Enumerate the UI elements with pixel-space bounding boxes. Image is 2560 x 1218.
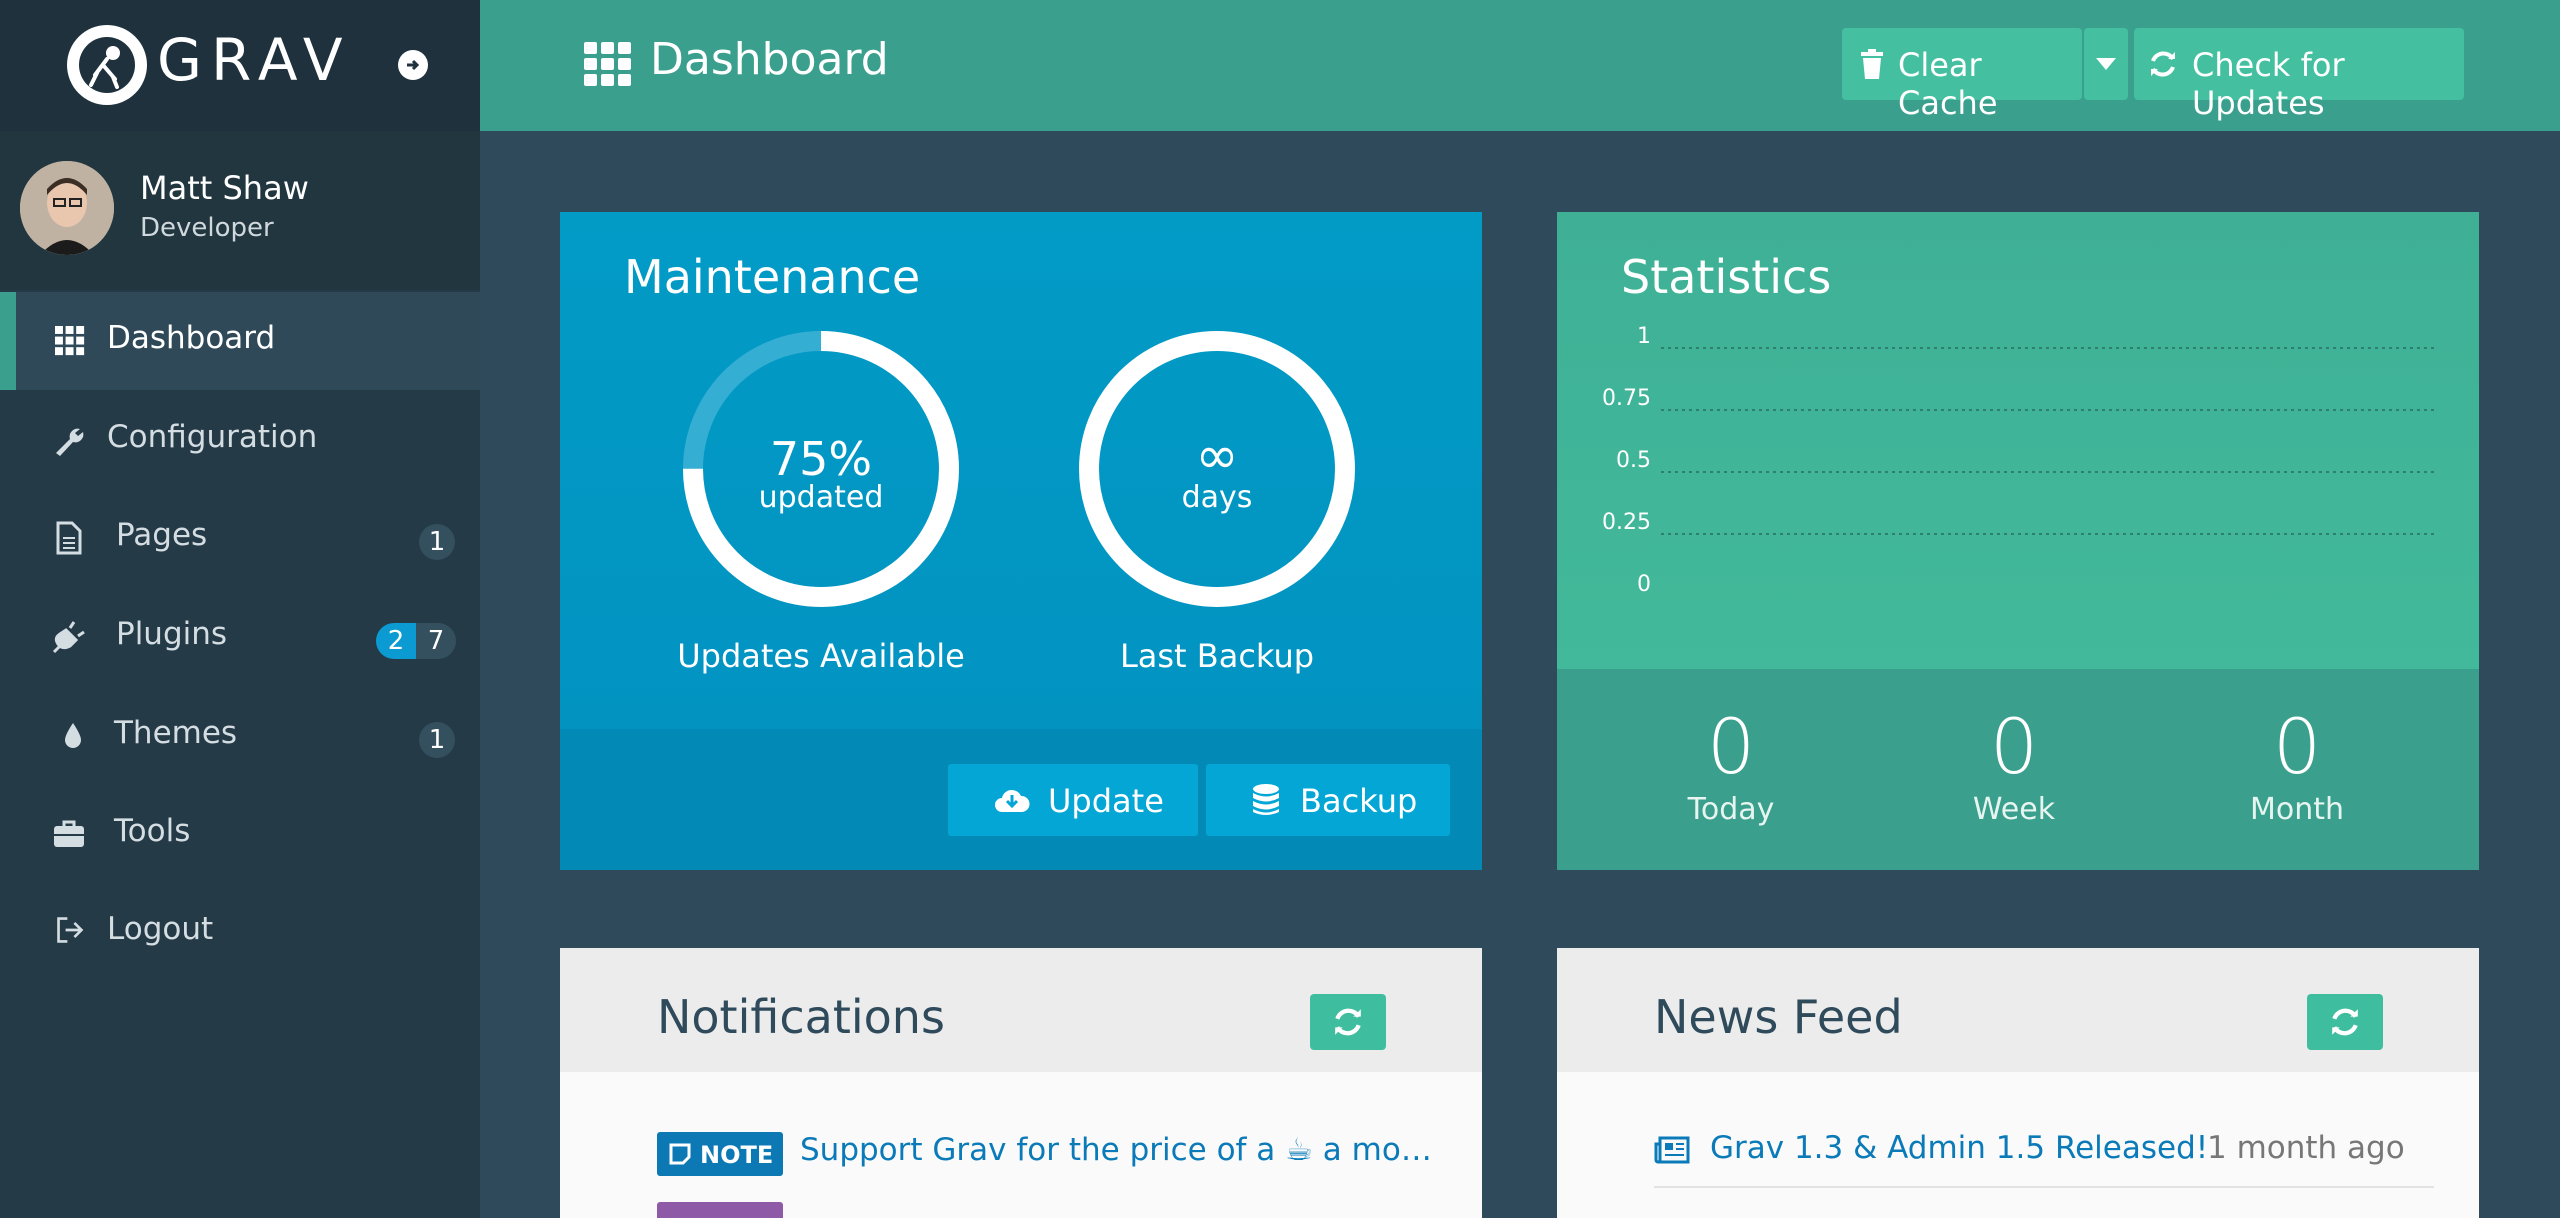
sidebar-item-themes[interactable]: Themes 1 [0,687,480,785]
updates-available-label: Updates Available [677,637,965,675]
sidebar-item-pages[interactable]: Pages 1 [0,489,480,587]
today-count: 0 [1706,702,1756,791]
updates-unit: updated [758,480,884,515]
notification-row-2 [560,1196,1482,1218]
file-icon [56,521,82,555]
goto-site-icon[interactable] [398,50,428,80]
sidebar-item-label: Dashboard [107,320,276,356]
notification-link[interactable]: Support Grav for the price of a ☕ a mo… [800,1132,1432,1168]
grav-logo-icon[interactable] [67,25,147,105]
maintenance-body [560,212,1482,729]
newspaper-icon [1654,1136,1690,1164]
plugins-badge: 2 7 [376,623,456,659]
page-title: Dashboard [650,34,889,85]
updates-progress-ring [683,331,959,607]
statistics-card: Statistics 1 0.75 0.5 0.25 0 0 0 0 Today… [1557,212,2479,870]
backup-days-value: ∞ [1195,426,1239,486]
refresh-icon [2332,1008,2358,1036]
grid-icon [55,326,85,356]
today-label: Today [1687,792,1775,827]
maintenance-title: Maintenance [624,250,921,304]
themes-count-badge: 1 [419,722,455,758]
notification-tag [657,1202,783,1218]
trash-icon [1861,49,1883,79]
pages-count-badge: 1 [419,524,455,560]
user-name: Matt Shaw [140,169,309,207]
y-tick-0: 0 [1637,572,1651,597]
refresh-news-button[interactable] [2307,994,2383,1050]
dashboard-grid-icon [584,42,631,86]
sign-out-icon [57,917,84,943]
month-count: 0 [2272,702,2322,791]
plugins-updates-badge: 2 [376,623,416,659]
backup-ring [1079,331,1355,607]
notifications-title: Notifications [657,990,945,1044]
refresh-icon [1335,1008,1361,1036]
sidebar: GRAV Matt Shaw Developer Dashboard [0,0,480,1218]
database-icon [1253,784,1279,815]
logo-text[interactable]: GRAV [157,26,352,94]
week-count: 0 [1989,702,2039,791]
caret-down-icon [2096,58,2116,70]
sidebar-item-label: Themes [114,715,238,751]
clear-cache-dropdown-button[interactable] [2084,28,2128,100]
backup-days-unit: days [1181,480,1253,515]
sidebar-item-label: Tools [114,813,191,849]
logo-bar: GRAV [0,0,480,131]
news-feed-panel: News Feed Grav 1.3 & Admin 1.5 Released!… [1557,948,2479,1218]
notifications-panel: Notifications [560,948,1482,1218]
backup-button[interactable]: Backup [1206,764,1450,836]
y-tick-0.5: 0.5 [1616,448,1651,473]
month-label: Month [2249,792,2345,827]
refresh-notifications-button[interactable] [1310,994,1386,1050]
clear-cache-button[interactable]: Clear Cache [1842,28,2082,122]
plug-icon [52,621,85,654]
sidebar-item-logout[interactable]: Logout [0,883,480,981]
refresh-icon [2151,51,2175,77]
sidebar-item-label: Pages [116,517,208,553]
news-feed-title: News Feed [1654,990,1903,1044]
header-bar: Dashboard Clear Cache Check for Updates [480,0,2560,131]
briefcase-icon [54,820,84,847]
sidebar-item-dashboard[interactable]: Dashboard [0,292,480,390]
user-profile[interactable]: Matt Shaw Developer [0,131,480,290]
news-divider [1654,1186,2434,1188]
news-item-link[interactable]: Grav 1.3 & Admin 1.5 Released! [1710,1130,2209,1166]
check-updates-button[interactable]: Check for Updates [2134,28,2464,122]
plugins-total-badge: 7 [416,623,456,659]
sidebar-item-label: Logout [107,911,214,947]
maintenance-card: Maintenance 75% updated Updates Availabl… [560,212,1482,870]
statistics-chart [1661,347,2437,535]
sidebar-item-label: Plugins [116,616,228,652]
news-item-time: 1 month ago [2207,1130,2405,1166]
cloud-download-icon [995,789,1030,812]
statistics-title: Statistics [1621,250,1832,304]
y-tick-1: 1 [1637,324,1651,349]
avatar[interactable] [20,161,114,255]
sticky-note-icon [669,1143,691,1165]
y-tick-0.25: 0.25 [1602,510,1651,535]
sidebar-item-configuration[interactable]: Configuration [0,391,480,489]
sidebar-item-tools[interactable]: Tools [0,785,480,883]
updates-percent: 75% [769,432,873,486]
user-role: Developer [140,213,274,243]
tint-icon [65,723,81,748]
week-label: Week [1972,792,2056,827]
statistics-chart-area [1557,212,2479,669]
y-tick-0.75: 0.75 [1602,386,1651,411]
update-button[interactable]: Update [948,764,1198,836]
last-backup-label: Last Backup [1119,637,1315,675]
note-tag: NOTE [657,1132,783,1176]
wrench-icon [56,428,84,456]
sidebar-item-label: Configuration [107,419,318,455]
sidebar-item-plugins[interactable]: Plugins 2 7 [0,588,480,686]
